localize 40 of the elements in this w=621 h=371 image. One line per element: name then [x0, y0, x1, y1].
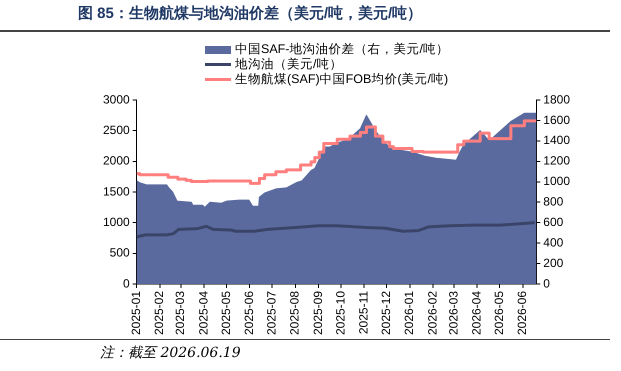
x-tick-label: 2025-02 — [152, 290, 166, 336]
y2-tick-label: 400 — [543, 235, 564, 250]
text: 注：截至 2026.06.19 — [100, 345, 241, 361]
y2-tick-label: 1400 — [543, 133, 570, 148]
y-tick-label: 1500 — [102, 184, 130, 198]
y2-tick-label: 1000 — [543, 174, 570, 188]
x-tick-label: 2026-01 — [402, 290, 416, 336]
y2-tick-label: 1200 — [543, 154, 570, 168]
y-tick-label: 1000 — [102, 214, 130, 229]
x-tick-label: 2025-05 — [218, 290, 233, 336]
x-tick-label: 2026-02 — [425, 290, 440, 336]
x-tick-label: 2025-07 — [264, 290, 278, 336]
x-tick-label: 2025-04 — [196, 290, 210, 336]
y-tick-label: 3000 — [102, 92, 130, 106]
x-tick-label: 2025-09 — [310, 290, 325, 336]
y2-tick-label: 1800 — [543, 92, 570, 106]
y2-tick-label: 200 — [543, 256, 564, 270]
y2-tick-label: 0 — [543, 276, 550, 290]
x-tick-label: 2025-11 — [356, 290, 370, 334]
x-tick-label: 2026-06 — [515, 290, 530, 336]
legend-label: 中国SAF-地沟油价差（右，美元/吨） — [235, 42, 449, 57]
chart-title: 图 85：生物航煤与地沟油价差（美元/吨，美元/吨） — [0, 4, 610, 32]
x-tick-label: 2026-04 — [470, 290, 484, 336]
x-tick-label: 2026-05 — [492, 290, 506, 336]
y2-tick-label: 1600 — [543, 112, 570, 127]
x-tick-label: 2025-12 — [378, 290, 393, 336]
y-tick-label: 2000 — [102, 154, 130, 168]
y-tick-label: 500 — [110, 246, 130, 260]
x-tick-label: 2025-10 — [333, 290, 348, 336]
y2-tick-label: 600 — [543, 214, 564, 229]
y-tick-label: 0 — [123, 276, 130, 290]
x-tick-label: 2025-08 — [288, 290, 302, 336]
legend-label: 生物航煤(SAF)中国FOB均价(美元/吨) — [235, 72, 448, 87]
x-tick-label: 2025-03 — [173, 290, 188, 336]
y-tick-label: 2500 — [102, 122, 130, 137]
x-tick-label: 2026-03 — [446, 290, 460, 336]
legend-label: 地沟油（美元/吨） — [235, 57, 342, 72]
x-tick-label: 2025-06 — [242, 290, 256, 336]
y2-tick-label: 800 — [543, 194, 564, 209]
x-tick-label: 2025-01 — [129, 290, 144, 336]
